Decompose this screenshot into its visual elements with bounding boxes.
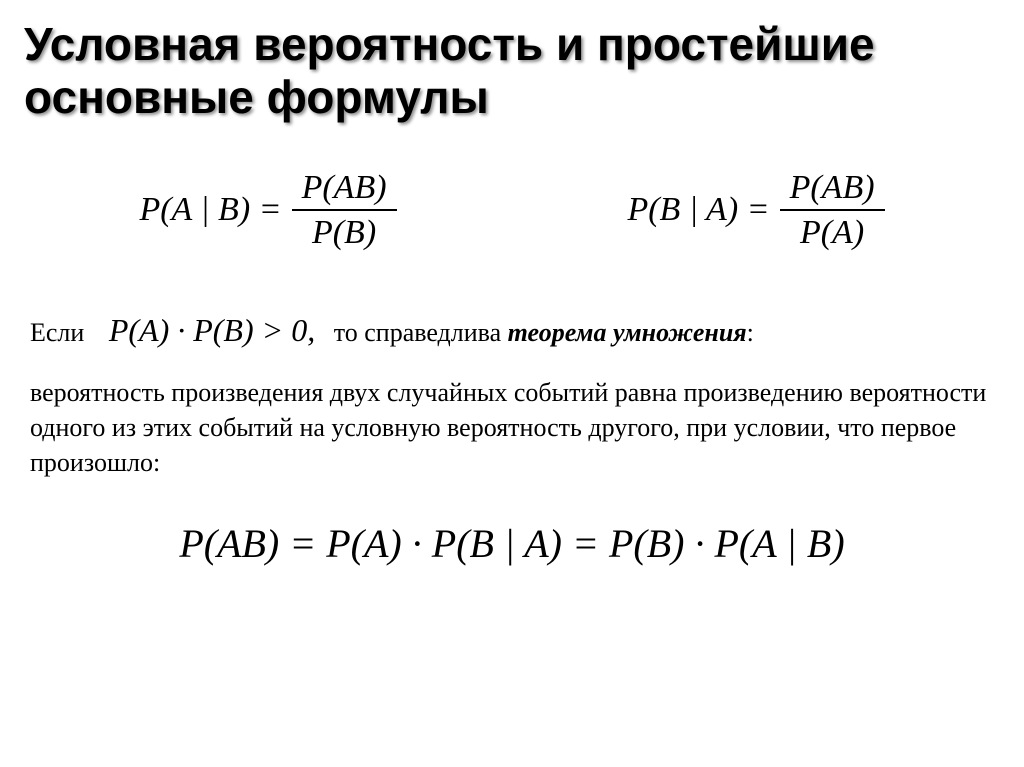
if-label: Если: [30, 318, 84, 347]
theorem-name: теорема умножения: [508, 318, 747, 347]
numerator: P(AB): [780, 166, 885, 209]
fraction: P(AB) P(A): [780, 166, 885, 254]
slide-title: Условная вероятность и простейшие основн…: [24, 18, 1000, 124]
denominator: P(A): [790, 211, 874, 254]
formulas-row: P(A | B) = P(AB) P(B) P(B | A) = P(AB) P…: [24, 166, 1000, 254]
theorem-statement: вероятность произведения двух случайных …: [30, 375, 994, 480]
formula-lhs: P(A | B) =: [139, 191, 281, 229]
if-tail: то справедлива: [334, 318, 508, 347]
denominator: P(B): [302, 211, 386, 254]
numerator: P(AB): [292, 166, 397, 209]
multiplication-theorem-formula: P(AB) = P(A) · P(B | A) = P(B) · P(A | B…: [24, 520, 1000, 567]
colon: :: [747, 318, 754, 347]
formula-lhs: P(B | A) =: [627, 191, 769, 229]
condition-line: Если P(A) · P(B) > 0, то справедлива тео…: [30, 312, 1000, 349]
formula-conditional-b-given-a: P(B | A) = P(AB) P(A): [627, 166, 884, 254]
fraction: P(AB) P(B): [292, 166, 397, 254]
if-condition-math: P(A) · P(B) > 0,: [109, 312, 315, 348]
formula-conditional-a-given-b: P(A | B) = P(AB) P(B): [139, 166, 396, 254]
slide: Условная вероятность и простейшие основн…: [0, 0, 1024, 767]
